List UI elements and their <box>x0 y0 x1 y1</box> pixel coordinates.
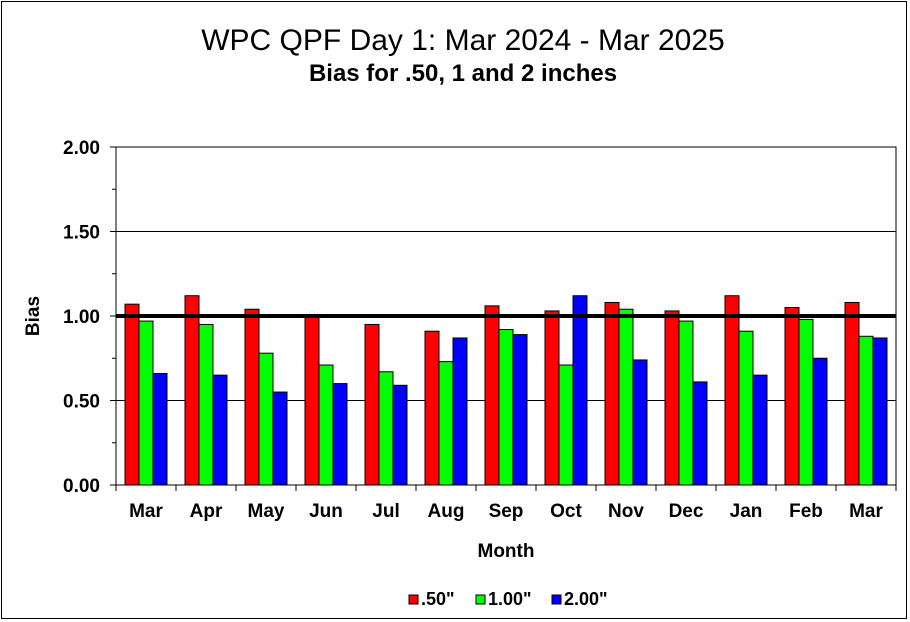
bar-100-5 <box>438 361 454 486</box>
y-tick-label: 1.50 <box>63 223 100 244</box>
legend-label: .50" <box>421 589 455 609</box>
x-tick-label: Sep <box>489 501 524 522</box>
bar-100-10 <box>738 330 754 486</box>
bar-100-4 <box>378 371 394 486</box>
bar-200-7 <box>572 295 588 486</box>
bar-050-8 <box>604 301 620 486</box>
x-tick-label: May <box>248 501 285 522</box>
legend-label: 1.00" <box>488 589 532 609</box>
x-axis-label: Month <box>478 541 535 562</box>
x-axis: Mar Apr May Jun Jul Aug Sep Oct Nov Dec Jan Feb Mar <box>115 485 897 522</box>
bar-100-12 <box>858 335 874 486</box>
chart-title: WPC QPF Day 1: Mar 2024 - Mar 2025 <box>201 24 725 57</box>
bar-200-5 <box>452 337 468 486</box>
x-tick-label: Dec <box>669 501 704 522</box>
y-tick-label: 2.00 <box>63 138 100 159</box>
legend-swatch <box>551 594 562 605</box>
bar-100-0 <box>138 320 154 486</box>
bar-200-12 <box>872 337 888 486</box>
legend: .50" 1.00" 2.00" <box>408 589 608 609</box>
y-tick-label: 0.50 <box>63 392 100 413</box>
bar-050-4 <box>364 323 380 486</box>
bar-100-8 <box>618 308 634 486</box>
bar-100-3 <box>318 364 334 486</box>
bar-100-1 <box>198 323 214 486</box>
bar-200-11 <box>812 357 828 486</box>
y-axis: 0.00 0.50 1.00 1.50 2.00 <box>63 138 116 497</box>
legend-swatch <box>408 594 419 605</box>
bar-100-6 <box>498 329 514 486</box>
bar-050-9 <box>664 310 680 486</box>
bars <box>124 295 888 486</box>
bar-200-1 <box>212 374 228 486</box>
x-tick-label: Apr <box>190 501 223 522</box>
bar-200-6 <box>512 334 528 486</box>
bar-200-0 <box>152 372 168 486</box>
bar-200-8 <box>632 359 648 486</box>
y-tick-label: 1.00 <box>63 307 100 328</box>
bar-050-11 <box>784 307 800 486</box>
bar-050-7 <box>544 310 560 486</box>
x-tick-label: Mar <box>849 501 883 522</box>
x-tick-label: Nov <box>608 501 644 522</box>
bar-050-0 <box>124 303 140 486</box>
bar-100-11 <box>798 318 814 486</box>
bar-100-2 <box>258 352 274 486</box>
x-tick-label: Aug <box>428 501 465 522</box>
chart-subtitle: Bias for .50, 1 and 2 inches <box>309 60 617 87</box>
bar-100-9 <box>678 320 694 486</box>
x-tick-label: Jan <box>730 501 763 522</box>
bar-050-5 <box>424 330 440 486</box>
x-tick-label: Jul <box>372 501 399 522</box>
bar-100-7 <box>558 364 574 486</box>
bar-050-6 <box>484 305 500 486</box>
y-axis-label: Bias <box>23 296 44 336</box>
legend-label: 2.00" <box>564 589 608 609</box>
bar-050-10 <box>724 295 740 486</box>
y-tick-label: 0.00 <box>63 476 100 497</box>
x-tick-label: Oct <box>550 501 582 522</box>
bar-200-2 <box>272 391 288 486</box>
bar-050-12 <box>844 301 860 486</box>
bar-200-4 <box>392 384 408 486</box>
x-tick-label: Feb <box>789 501 823 522</box>
x-tick-label: Mar <box>129 501 163 522</box>
legend-swatch <box>475 594 486 605</box>
x-tick-label: Jun <box>309 501 343 522</box>
bar-200-9 <box>692 381 708 486</box>
bar-050-2 <box>244 308 260 486</box>
bar-200-3 <box>332 383 348 486</box>
bar-050-3 <box>304 315 320 486</box>
bar-200-10 <box>752 374 768 486</box>
bar-050-1 <box>184 295 200 486</box>
